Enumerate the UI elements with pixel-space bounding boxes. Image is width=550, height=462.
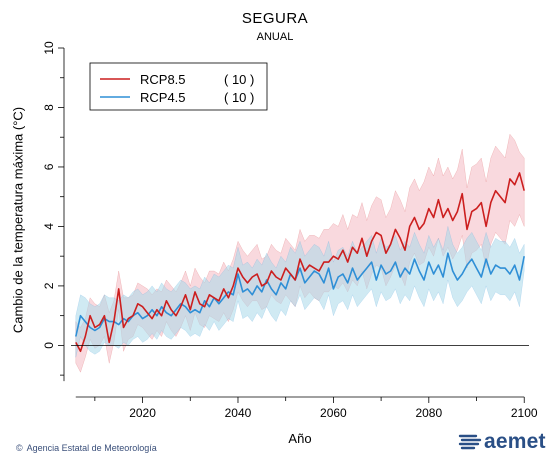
credit-text: Agencia Estatal de Meteorología bbox=[26, 443, 157, 453]
axes: 0 2 4 6 8 10 2020 2040 2060 2080 2100 bbox=[42, 41, 538, 420]
x-tick-label: 2100 bbox=[511, 406, 538, 420]
y-tick-label: 6 bbox=[42, 163, 56, 170]
y-tick-label: 10 bbox=[42, 41, 56, 55]
copyright-symbol: © bbox=[16, 443, 23, 453]
aemet-logo-icon bbox=[458, 434, 482, 450]
y-tick-label: 4 bbox=[42, 223, 56, 230]
x-tick-label: 2060 bbox=[320, 406, 347, 420]
x-tick-label: 2020 bbox=[129, 406, 156, 420]
x-tick-label: 2080 bbox=[415, 406, 442, 420]
x-tick-label: 2040 bbox=[225, 406, 252, 420]
legend-label-rcp85: RCP8.5 bbox=[140, 72, 186, 87]
credit-line: © Agencia Estatal de Meteorología bbox=[16, 443, 157, 453]
uncertainty-bands bbox=[75, 133, 525, 373]
legend: RCP8.5 ( 10 ) RCP4.5 ( 10 ) bbox=[89, 62, 268, 111]
legend-count-rcp85: ( 10 ) bbox=[224, 72, 254, 87]
legend-label-rcp45: RCP4.5 bbox=[140, 90, 186, 105]
band-rcp45 bbox=[75, 226, 525, 358]
x-axis-label: Año bbox=[288, 431, 312, 446]
series-line-rcp85 bbox=[75, 172, 525, 353]
y-tick-label: 0 bbox=[42, 342, 56, 349]
y-tick-label: 8 bbox=[42, 104, 56, 111]
series-lines bbox=[75, 172, 525, 353]
series-line-rcp45 bbox=[75, 252, 525, 337]
aemet-logo-text: aemet bbox=[484, 430, 546, 453]
y-tick-label: 2 bbox=[42, 282, 56, 289]
legend-box bbox=[89, 62, 268, 111]
chart-title: SEGURA bbox=[241, 10, 309, 27]
legend-count-rcp45: ( 10 ) bbox=[224, 90, 254, 105]
chart-subtitle: ANUAL bbox=[256, 31, 294, 43]
